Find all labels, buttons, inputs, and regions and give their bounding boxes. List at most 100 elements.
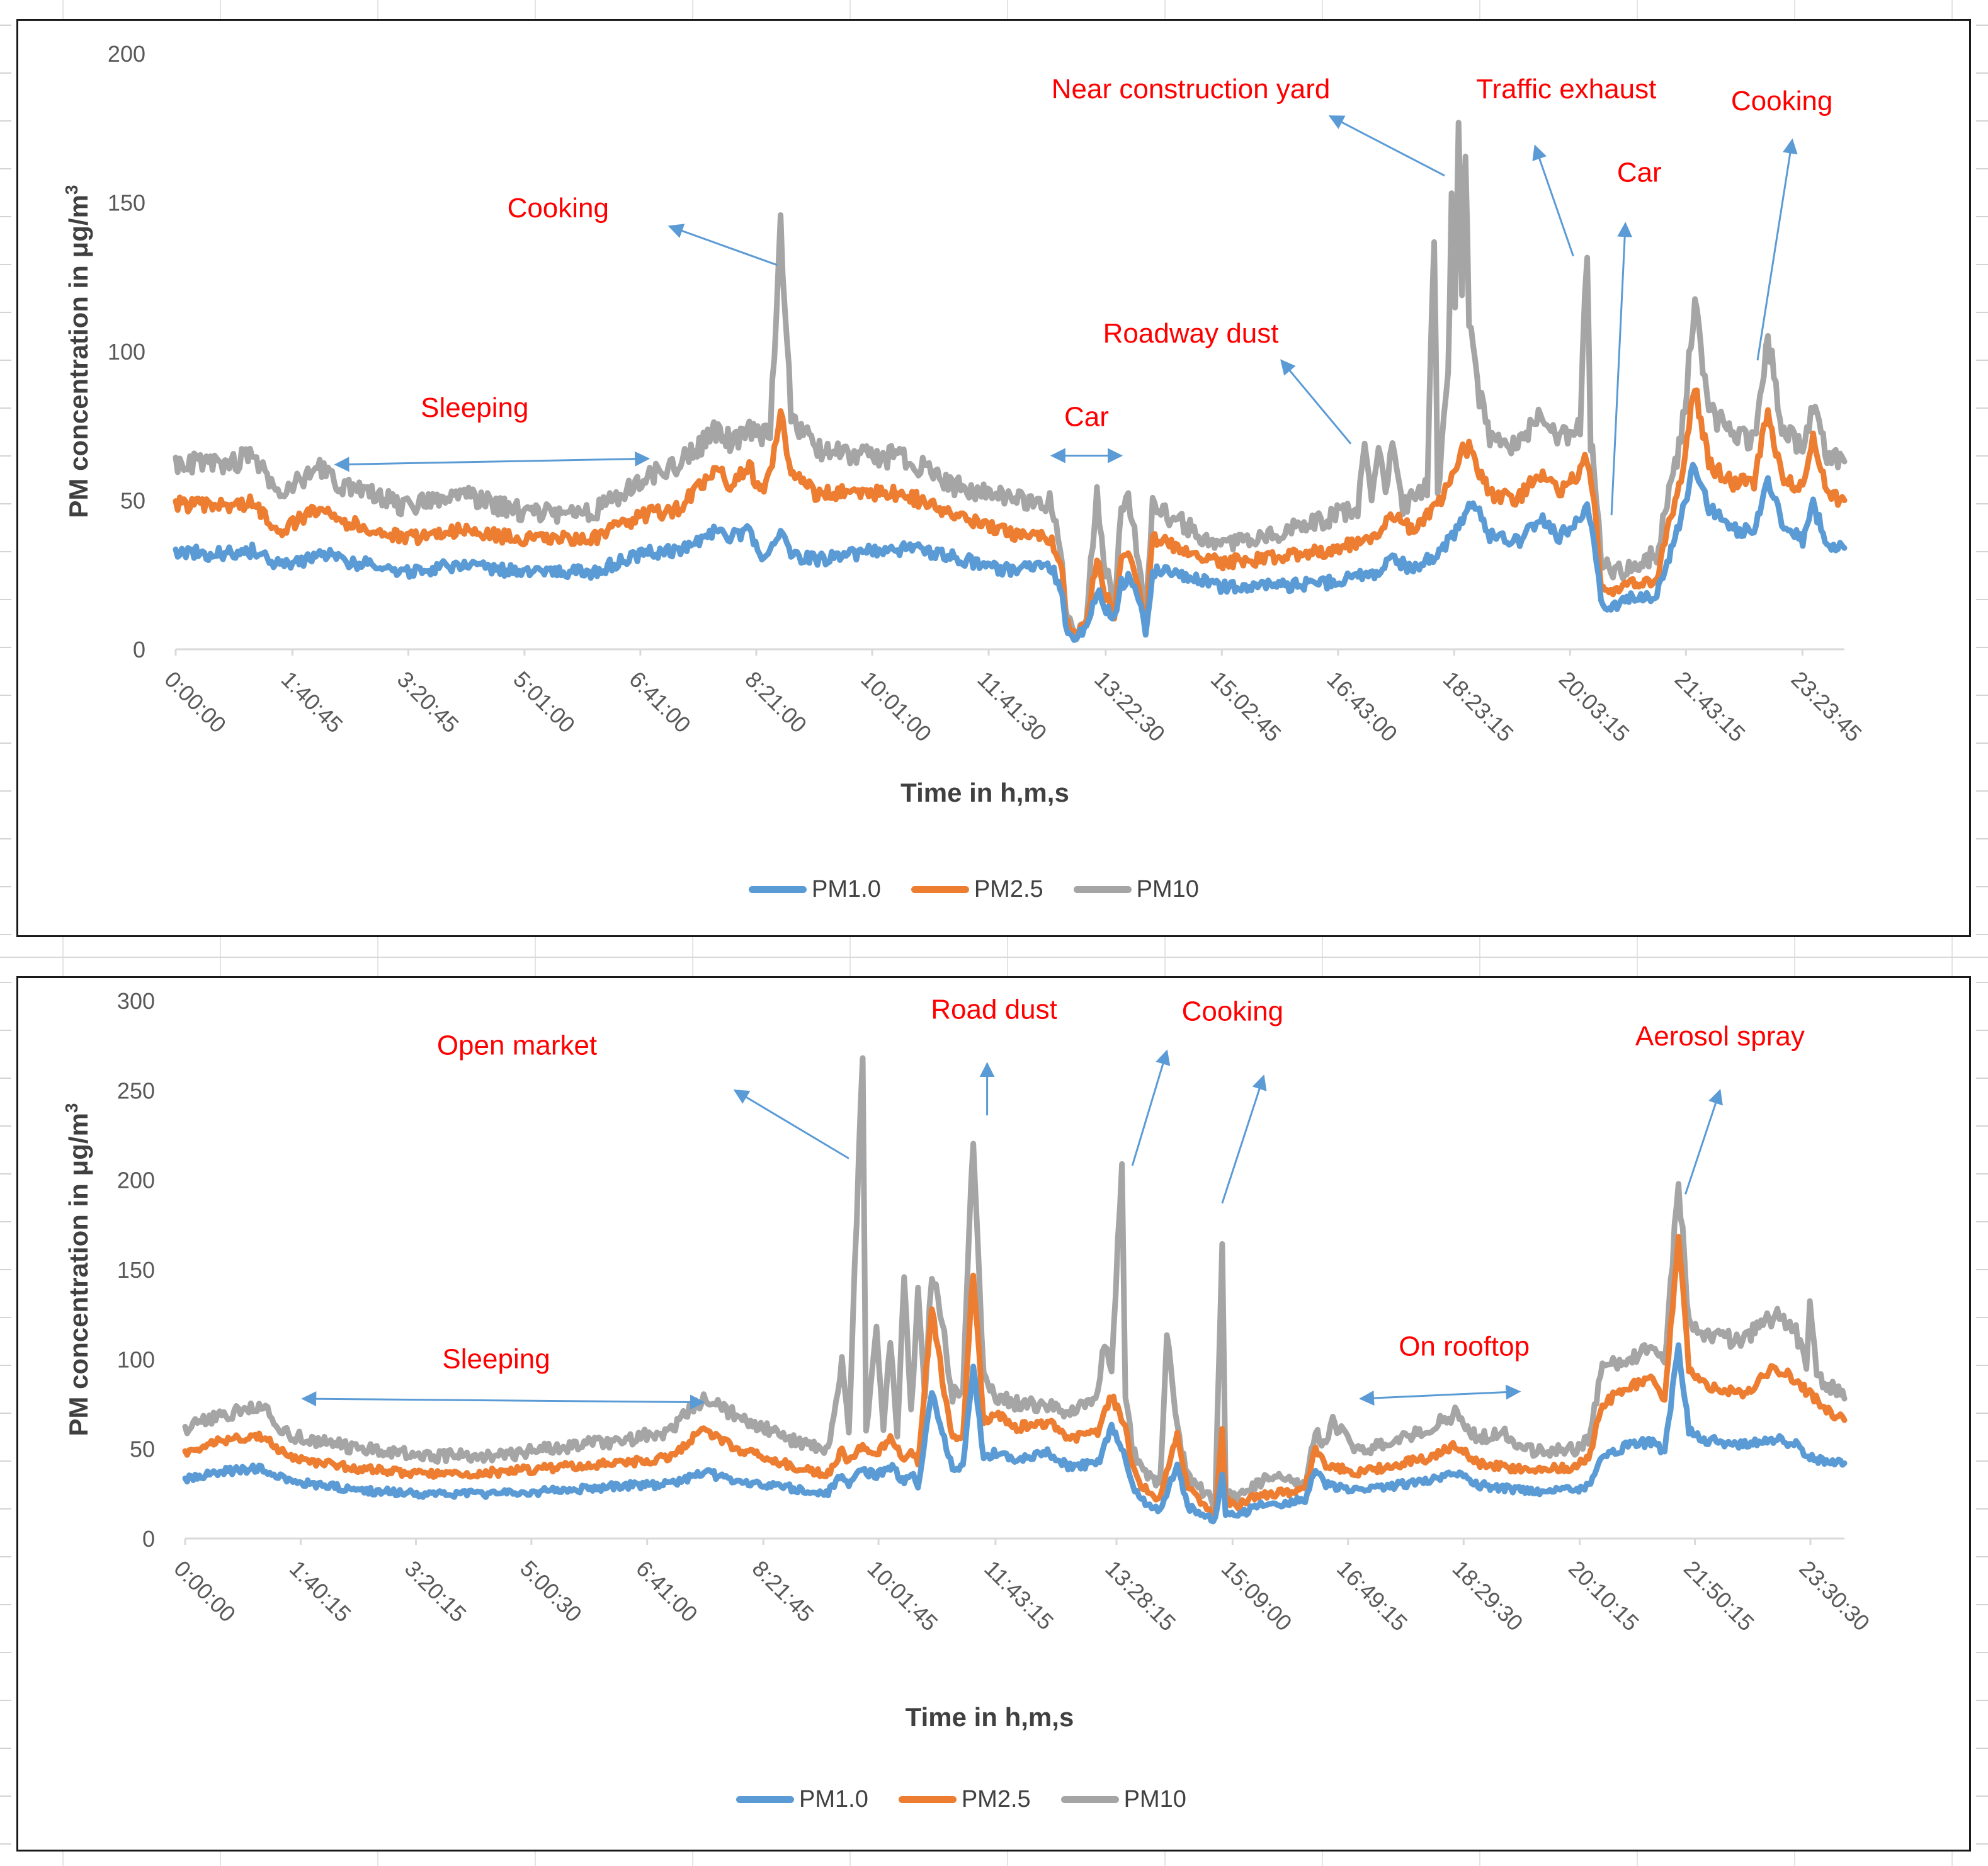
- series-pm1-line: [182, 1342, 1848, 1525]
- annotation-label: Car: [1064, 401, 1109, 432]
- x-tick-label: 11:41:30: [972, 666, 1052, 746]
- y-axis-title-superscript: 3: [62, 185, 81, 195]
- x-tick-label: 3:20:15: [400, 1556, 472, 1627]
- x-tick-label: 15:02:45: [1206, 666, 1287, 747]
- y-tick-label: 0: [142, 1526, 155, 1552]
- y-tick-label: 50: [120, 488, 145, 514]
- annotation-arrow: [1328, 115, 1445, 177]
- legend-label-pm25: PM2.5: [961, 1786, 1031, 1812]
- chart-top-legend[interactable]: PM1.0 PM2.5 PM10: [749, 876, 1199, 903]
- x-tick-label: 16:49:15: [1332, 1556, 1412, 1636]
- x-tick-label: 1:40:15: [285, 1556, 356, 1627]
- annotation-label: Roadway dust: [1103, 318, 1279, 349]
- annotation-arrow: [667, 224, 778, 266]
- series-pm10-line: [182, 1055, 1848, 1510]
- legend-item-pm25: PM2.5: [911, 876, 1043, 903]
- annotation-arrow: [1280, 359, 1352, 445]
- legend-swatch-pm10: [1073, 886, 1132, 893]
- x-tick-label: 20:03:15: [1554, 666, 1635, 747]
- annotation-label: Open market: [437, 1030, 597, 1061]
- y-tick-label: 200: [108, 41, 145, 67]
- annotation-arrow: [1684, 1089, 1723, 1195]
- series-pm25-line: [173, 387, 1848, 638]
- x-tick-label: 1:40:45: [276, 666, 348, 738]
- legend-item-pm10: PM10: [1073, 876, 1199, 903]
- y-tick-label: 50: [130, 1436, 155, 1462]
- series-pm1-line: [173, 462, 1848, 643]
- y-axis-title-superscript: 3: [62, 1103, 81, 1113]
- x-tick-label: 5:01:00: [508, 666, 580, 738]
- x-axis-title: Time in h,m,s: [906, 1702, 1074, 1732]
- x-tick-label: 18:23:15: [1438, 666, 1519, 747]
- y-tick-label: 150: [117, 1257, 155, 1283]
- chart-panel-bottom[interactable]: 0 50 100 150 200 250 300 0:00:00 1:40:15 3:20:15 5…: [16, 976, 1971, 1852]
- series-pm25-line: [182, 1234, 1848, 1516]
- chart-panel-top[interactable]: 0 50 100 150 200 0:00:00 1:40:45 3:20:45 5:01:00…: [16, 19, 1971, 937]
- chart-bottom-legend[interactable]: PM1.0 PM2.5 PM10: [736, 1786, 1186, 1813]
- legend-label-pm1: PM1.0: [799, 1786, 868, 1812]
- annotation-arrow: [1221, 1074, 1267, 1204]
- x-tick-label: 16:43:00: [1322, 666, 1402, 747]
- y-tick-label: 150: [108, 190, 145, 216]
- x-tick-label: 11:43:15: [979, 1556, 1059, 1635]
- x-tick-label: 20:10:15: [1564, 1556, 1644, 1636]
- annotation-arrow: [1131, 1049, 1171, 1166]
- series-pm10-line: [173, 120, 1848, 643]
- annotation-label: Road dust: [931, 994, 1057, 1025]
- annotation-label: Sleeping: [421, 392, 528, 423]
- annotation-arrow: [301, 1391, 705, 1410]
- x-axis-title: Time in h,m,s: [900, 778, 1069, 807]
- legend-swatch-pm1: [749, 886, 807, 893]
- x-tick-label: 10:01:45: [862, 1556, 943, 1636]
- annotation-arrow: [1610, 222, 1633, 516]
- x-tick-label: 10:01:00: [856, 666, 936, 747]
- x-tick-label: 13:28:15: [1100, 1556, 1181, 1636]
- legend-item-pm10: PM10: [1060, 1786, 1186, 1813]
- annotation-arrow: [1532, 144, 1574, 257]
- legend-item-pm1: PM1.0: [736, 1786, 868, 1813]
- annotation-arrow: [733, 1089, 849, 1159]
- annotation-label: Traffic exhaust: [1476, 74, 1656, 105]
- annotation-arrow: [1756, 138, 1798, 361]
- legend-label-pm1: PM1.0: [812, 876, 881, 902]
- annotation-arrow: [1359, 1384, 1521, 1406]
- x-tick-label: 5:00:30: [515, 1556, 587, 1627]
- y-axis-title: PM concentration in μg/m3: [62, 1103, 93, 1436]
- y-tick-label: 200: [117, 1168, 155, 1193]
- annotation-label: Aerosol spray: [1635, 1021, 1805, 1052]
- x-tick-label: 13:22:30: [1089, 666, 1170, 747]
- x-tick-label: 0:00:00: [169, 1556, 241, 1627]
- x-tick-label: 15:09:00: [1217, 1556, 1297, 1636]
- x-tick-label: 3:20:45: [392, 666, 464, 738]
- annotation-label: Sleeping: [442, 1344, 550, 1375]
- annotation-label: Cooking: [1182, 996, 1283, 1027]
- x-tick-label: 6:41:00: [631, 1556, 703, 1627]
- legend-swatch-pm1: [736, 1796, 794, 1803]
- chart-bottom-canvas: 0 50 100 150 200 250 300 0:00:00 1:40:15 3:20:15 5…: [62, 988, 1875, 1732]
- x-tick-label: 18:29:30: [1448, 1556, 1528, 1636]
- y-tick-label: 300: [117, 988, 155, 1014]
- x-tick-label: 0:00:00: [159, 666, 231, 738]
- legend-swatch-pm10: [1060, 1796, 1119, 1803]
- legend-label-pm10: PM10: [1123, 1786, 1186, 1812]
- legend-item-pm1: PM1.0: [749, 876, 881, 903]
- annotation-label: Car: [1617, 157, 1662, 188]
- x-tick-label: 8:21:00: [740, 666, 812, 738]
- annotation-label: On rooftop: [1399, 1331, 1530, 1362]
- x-tick-label: 6:41:00: [624, 666, 696, 738]
- legend-swatch-pm25: [898, 1796, 957, 1803]
- legend-label-pm25: PM2.5: [974, 876, 1043, 902]
- y-tick-label: 100: [117, 1346, 155, 1372]
- annotation-label: Cooking: [508, 193, 609, 224]
- y-tick-label: 250: [117, 1078, 155, 1103]
- x-tick-label: 23:30:30: [1794, 1556, 1875, 1636]
- legend-label-pm10: PM10: [1136, 876, 1199, 902]
- x-tick-label: 8:21:45: [747, 1556, 819, 1627]
- chart-top-canvas: 0 50 100 150 200 0:00:00 1:40:45 3:20:45 5:01:00…: [62, 41, 1867, 807]
- legend-swatch-pm25: [911, 886, 969, 893]
- legend-item-pm25: PM2.5: [898, 1786, 1031, 1813]
- annotation-arrow: [334, 451, 650, 472]
- y-tick-label: 100: [108, 339, 145, 365]
- y-tick-label: 0: [133, 637, 145, 663]
- x-tick-label: 21:50:15: [1679, 1556, 1759, 1636]
